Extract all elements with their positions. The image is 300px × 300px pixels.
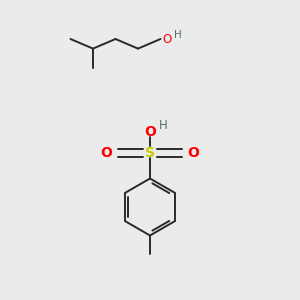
Text: O: O <box>100 146 112 160</box>
Text: S: S <box>145 146 155 160</box>
Text: O: O <box>162 33 171 46</box>
Text: H: H <box>159 119 168 132</box>
Text: H: H <box>174 29 182 40</box>
Text: O: O <box>144 125 156 139</box>
Text: O: O <box>188 146 200 160</box>
